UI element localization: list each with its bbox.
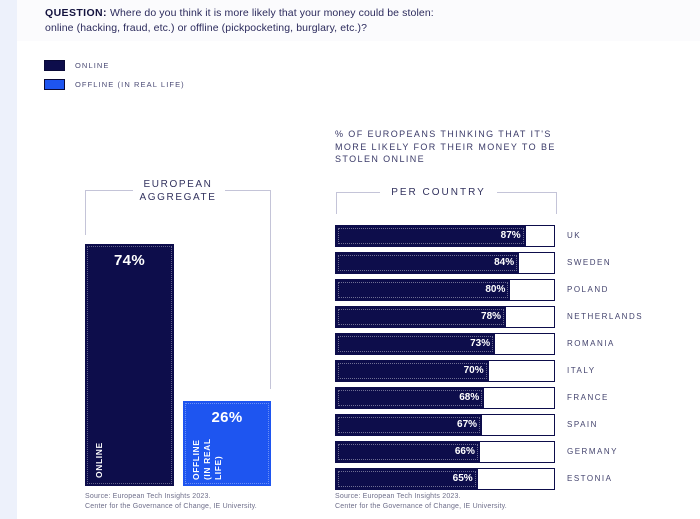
per-country-heading: % OF EUROPEANS THINKING THAT IT'S MORE L…: [335, 128, 575, 166]
legend-item-offline: OFFLINE (IN REAL LIFE): [44, 79, 185, 90]
country-label: UK: [567, 231, 582, 240]
country-row: 87% UK: [335, 225, 695, 247]
source-line1: Source: European Tech Insights 2023.: [335, 493, 461, 500]
country-label: GERMANY: [567, 447, 618, 456]
question-text: QUESTION: Where do you think it is more …: [45, 6, 645, 36]
source-note-left: Source: European Tech Insights 2023. Cen…: [85, 492, 315, 511]
country-label: FRANCE: [567, 393, 609, 402]
offline-label-line3: LIFE): [213, 455, 223, 480]
per-country-title: PER COUNTRY: [391, 187, 486, 198]
bracket-line: [85, 190, 133, 191]
country-row: 73% ROMANIA: [335, 333, 695, 355]
bar-fill: 65%: [336, 469, 478, 489]
online-color-swatch: [44, 60, 65, 71]
bracket-line: [556, 192, 557, 214]
bracket-line: [336, 192, 380, 193]
bracket-line: [225, 190, 271, 191]
online-bar: 74% ONLINE: [85, 244, 174, 486]
bar-fill: 70%: [336, 361, 489, 381]
bar-fill: 87%: [336, 226, 526, 246]
bar-value-label: 65%: [452, 473, 473, 484]
bar-fill: 73%: [336, 334, 496, 354]
bar-track: 78%: [335, 306, 555, 328]
country-bars: 87% UK 84% SWEDEN 80% POLAND: [335, 225, 695, 495]
offline-color-swatch: [44, 79, 65, 90]
country-label: ITALY: [567, 366, 596, 375]
legend-label-offline: OFFLINE (IN REAL LIFE): [75, 80, 185, 89]
country-row: 84% SWEDEN: [335, 252, 695, 274]
offline-bar-value-label: 26%: [211, 408, 243, 426]
bar-track: 70%: [335, 360, 555, 382]
bar-fill: 67%: [336, 415, 483, 435]
country-row: 78% NETHERLANDS: [335, 306, 695, 328]
aggregate-title-line1: EUROPEAN: [143, 179, 213, 190]
bar-track: 87%: [335, 225, 555, 247]
country-label: ROMANIA: [567, 339, 615, 348]
source-line2: Center for the Governance of Change, IE …: [85, 502, 257, 510]
bar-fill: 80%: [336, 280, 511, 300]
heading-line3: STOLEN ONLINE: [335, 154, 426, 164]
source-line1: Source: European Tech Insights 2023.: [85, 493, 211, 500]
legend-item-online: ONLINE: [44, 60, 185, 71]
bar-track: 73%: [335, 333, 555, 355]
country-row: 65% ESTONIA: [335, 468, 695, 490]
country-label: POLAND: [567, 285, 609, 294]
country-row: 68% FRANCE: [335, 387, 695, 409]
bar-track: 67%: [335, 414, 555, 436]
bar-value-label: 80%: [485, 284, 506, 295]
bracket-line: [497, 192, 556, 193]
country-row: 80% POLAND: [335, 279, 695, 301]
source-note-right: Source: European Tech Insights 2023. Cen…: [335, 492, 565, 511]
country-row: 67% SPAIN: [335, 414, 695, 436]
left-edge-strip: [0, 0, 17, 519]
question-line2: online (hacking, fraud, etc.) or offline…: [45, 22, 368, 34]
bar-value-label: 73%: [470, 338, 491, 349]
legend-label-online: ONLINE: [75, 61, 110, 70]
offline-label-line2: (IN REAL: [202, 438, 212, 480]
offline-label-line1: OFFLINE: [191, 439, 201, 480]
aggregate-title: EUROPEAN AGGREGATE: [130, 178, 226, 204]
bar-value-label: 67%: [457, 419, 478, 430]
bar-value-label: 70%: [463, 365, 484, 376]
country-label: NETHERLANDS: [567, 312, 644, 321]
bar-value-label: 84%: [494, 257, 515, 268]
bar-track: 84%: [335, 252, 555, 274]
offline-bar-axis-label: OFFLINE (IN REAL LIFE): [191, 438, 224, 480]
heading-line2: MORE LIKELY FOR THEIR MONEY TO BE: [335, 141, 556, 152]
bar-track: 66%: [335, 441, 555, 463]
bar-value-label: 68%: [459, 392, 480, 403]
bar-value-label: 66%: [454, 446, 475, 457]
bar-track: 68%: [335, 387, 555, 409]
bar-fill: 66%: [336, 442, 480, 462]
online-bar-axis-label: ONLINE: [94, 442, 104, 478]
bar-value-label: 78%: [481, 311, 502, 322]
question-label: QUESTION:: [45, 7, 107, 19]
heading-line1: % OF EUROPEANS THINKING THAT IT'S: [335, 129, 552, 139]
country-row: 66% GERMANY: [335, 441, 695, 463]
offline-bar: 26% OFFLINE (IN REAL LIFE): [183, 400, 271, 486]
bar-value-label: 87%: [500, 230, 521, 241]
bracket-line: [270, 190, 271, 389]
country-label: SWEDEN: [567, 258, 612, 267]
country-label: SPAIN: [567, 420, 598, 429]
country-label: ESTONIA: [567, 474, 613, 483]
aggregate-title-line2: AGGREGATE: [139, 192, 217, 203]
question-band: QUESTION: Where do you think it is more …: [17, 0, 700, 41]
bar-track: 65%: [335, 468, 555, 490]
bracket-line: [336, 192, 337, 214]
online-bar-value-label: 74%: [114, 252, 145, 270]
question-line1: Where do you think it is more likely tha…: [109, 7, 434, 19]
bar-track: 80%: [335, 279, 555, 301]
source-line2: Center for the Governance of Change, IE …: [335, 502, 507, 510]
bar-fill: 84%: [336, 253, 520, 273]
bar-fill: 68%: [336, 388, 485, 408]
bracket-line: [85, 190, 86, 235]
bar-fill: 78%: [336, 307, 507, 327]
country-row: 70% ITALY: [335, 360, 695, 382]
legend: ONLINE OFFLINE (IN REAL LIFE): [44, 60, 185, 98]
